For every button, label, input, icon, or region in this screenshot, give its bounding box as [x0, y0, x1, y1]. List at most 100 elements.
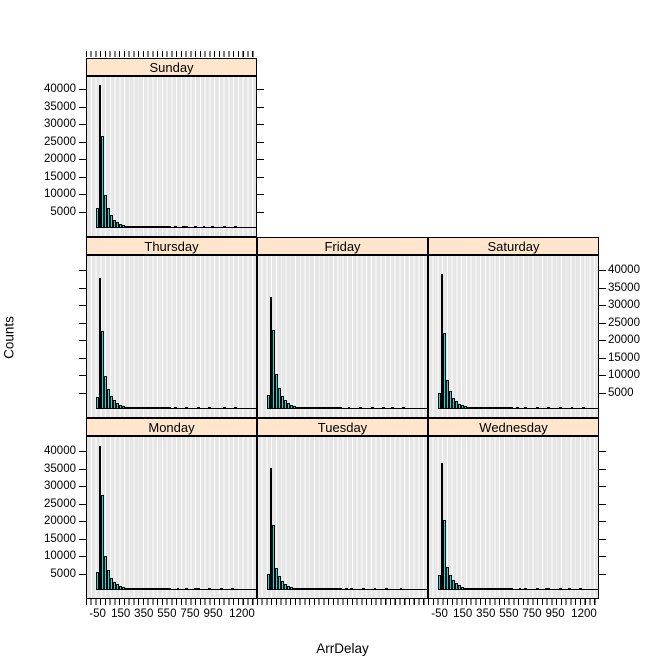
- histogram-bar: [286, 585, 290, 590]
- histogram-bar: [283, 400, 287, 409]
- histogram-bar: [454, 401, 458, 409]
- histogram-bar: [469, 588, 473, 590]
- y-tick: [257, 124, 264, 125]
- histogram-bar: [164, 407, 168, 409]
- x-tick-label: 350: [134, 608, 154, 620]
- top-tick-strip: [86, 51, 257, 57]
- histogram-bar: [162, 407, 165, 409]
- histogram-bar: [330, 588, 334, 590]
- y-tick-label: 35000: [608, 281, 640, 294]
- histogram-bar: [153, 588, 157, 590]
- y-tick-label: 35000: [44, 462, 76, 475]
- y-tick: [599, 556, 606, 557]
- panel-strip-tuesday: Tuesday: [257, 418, 428, 436]
- y-tick: [79, 556, 86, 557]
- histogram-bar: [144, 226, 148, 228]
- panel-strip-sunday: Sunday: [86, 58, 257, 76]
- histogram-bar: [544, 588, 548, 590]
- histogram-bar: [324, 407, 328, 409]
- histogram-bar: [289, 404, 293, 409]
- bottom-tick-strip: [428, 599, 599, 605]
- histogram-bar: [463, 587, 467, 590]
- strip-label: Wednesday: [479, 419, 548, 435]
- histogram-bar: [130, 407, 134, 409]
- histogram-bar: [509, 407, 513, 409]
- y-tick: [79, 305, 86, 306]
- histogram-bar: [480, 588, 484, 590]
- histogram-bar: [385, 588, 388, 590]
- y-tick: [257, 89, 264, 90]
- x-tick-label: 750: [522, 608, 542, 620]
- histogram-bar: [121, 406, 125, 409]
- histogram-bar: [156, 407, 160, 409]
- histogram-bar: [390, 407, 394, 409]
- histogram-bar: [281, 580, 284, 590]
- panel-strip-thursday: Thursday: [86, 237, 257, 255]
- histogram-bar: [115, 402, 119, 409]
- histogram-bar: [443, 520, 447, 590]
- bottom-tick-strip: [257, 599, 428, 605]
- histogram-bar: [153, 407, 157, 409]
- histogram-bar: [136, 407, 139, 409]
- histogram-bar: [361, 588, 365, 590]
- histogram-bar: [301, 588, 305, 590]
- histogram-bar: [193, 226, 197, 228]
- histogram-bar: [373, 588, 377, 590]
- y-tick-label: 35000: [44, 100, 76, 113]
- histogram-bar: [138, 588, 142, 590]
- histogram-bar: [272, 329, 276, 409]
- histogram-panel-tuesday: [257, 436, 428, 599]
- histogram-bar: [164, 226, 168, 228]
- y-tick-label: 30000: [44, 118, 76, 130]
- histogram-bar: [460, 586, 464, 590]
- histogram-bar: [402, 407, 406, 409]
- y-tick: [599, 486, 606, 487]
- y-tick: [257, 106, 264, 108]
- histogram-bar: [498, 407, 502, 409]
- y-tick-label: 40000: [608, 264, 640, 276]
- histogram-bar: [115, 584, 119, 590]
- y-tick: [79, 194, 86, 195]
- histogram-bar: [489, 588, 493, 590]
- histogram-bar: [141, 226, 145, 228]
- y-tick-label: 40000: [44, 83, 76, 95]
- y-tick-label: 10000: [44, 188, 76, 200]
- histogram-bar: [159, 588, 163, 590]
- strip-label: Friday: [324, 238, 361, 254]
- y-tick-label: 15000: [44, 532, 76, 545]
- histogram-bar: [504, 588, 507, 590]
- histogram-bar: [266, 573, 270, 590]
- histogram-bar: [446, 566, 450, 590]
- histogram-bar: [124, 406, 128, 409]
- histogram-bar: [515, 407, 519, 409]
- x-axis-title: ArrDelay: [316, 641, 369, 656]
- histogram-bar: [437, 392, 441, 409]
- histogram-bar: [110, 577, 113, 590]
- histogram-bar: [492, 407, 496, 409]
- histogram-bar: [101, 495, 105, 590]
- y-tick-label: 5000: [50, 567, 76, 580]
- histogram-bar: [504, 407, 507, 409]
- y-tick: [599, 270, 606, 271]
- histogram-bar: [95, 207, 99, 228]
- histogram-bar: [193, 588, 197, 590]
- histogram-bar: [338, 588, 342, 590]
- y-tick: [599, 375, 606, 376]
- y-tick-label: 25000: [608, 316, 640, 329]
- histogram-bar: [292, 587, 296, 590]
- y-tick: [599, 305, 606, 306]
- histogram-panel-wednesday: [428, 436, 599, 599]
- histogram-bar: [318, 588, 322, 590]
- histogram-bar: [558, 588, 562, 590]
- histogram-bar: [144, 407, 148, 409]
- histogram-bar: [547, 407, 551, 409]
- histogram-bar: [156, 588, 160, 590]
- histogram-bar: [547, 588, 551, 590]
- histogram-bar: [272, 525, 276, 590]
- y-tick: [599, 357, 606, 359]
- histogram-bar: [95, 397, 99, 409]
- histogram-bar: [315, 407, 319, 409]
- y-tick: [599, 521, 606, 522]
- histogram-bar: [176, 588, 180, 590]
- histogram-bar: [558, 407, 562, 409]
